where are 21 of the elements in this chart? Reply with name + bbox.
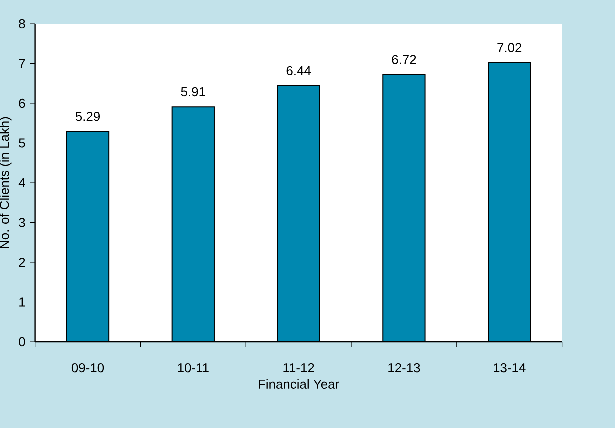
y-tick-label: 0 xyxy=(19,337,26,347)
x-tick-label: 11-12 xyxy=(284,363,314,372)
y-tick-label: 1 xyxy=(20,298,26,307)
y-tick-label: 2 xyxy=(19,258,26,268)
data-label: 7.02 xyxy=(498,43,522,52)
data-label: 5.91 xyxy=(181,87,206,97)
y-tick-label: 8 xyxy=(19,19,26,29)
data-label: 6.44 xyxy=(286,66,312,76)
x-tick-label: 13-14 xyxy=(494,363,526,373)
y-tick-label: 7 xyxy=(19,59,26,68)
x-axis-title: Financial Year xyxy=(259,379,340,389)
x-tick-label: 10-11 xyxy=(178,363,209,373)
y-tick-label: 6 xyxy=(19,98,26,108)
y-axis-title: No. of Clients (in Lakh) xyxy=(0,117,12,248)
y-tick-label: 4 xyxy=(18,178,26,188)
x-tick-label: 09-10 xyxy=(72,363,104,373)
x-tick-label: 12-13 xyxy=(388,363,420,373)
y-tick-label: 3 xyxy=(19,218,26,228)
data-label: 5.29 xyxy=(76,112,100,122)
y-tick-label: 5 xyxy=(19,138,26,148)
data-label: 6.72 xyxy=(392,55,416,64)
